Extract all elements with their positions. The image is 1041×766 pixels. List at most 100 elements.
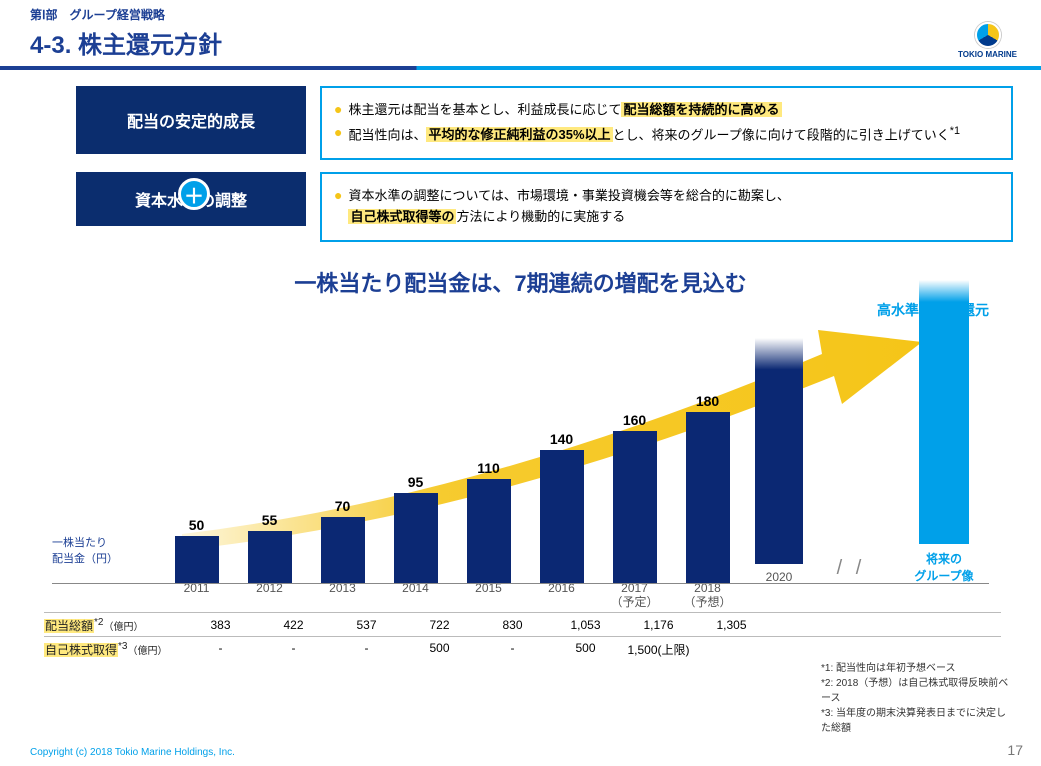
y-axis-l1: 一株当たり bbox=[52, 537, 107, 549]
table-row: 自己株式取得*3（億円） ---500-5001,500(上限) bbox=[44, 636, 1001, 660]
y-axis-l2: 配当金（円） bbox=[52, 553, 118, 565]
table-cell: 383 bbox=[184, 618, 257, 632]
x-tick-label: 2016 bbox=[525, 581, 598, 610]
bar-col: 110 bbox=[452, 460, 525, 584]
year-2020-label: 2020 bbox=[739, 570, 819, 584]
bar-2020-shape bbox=[755, 338, 803, 564]
future-bar-shape bbox=[919, 280, 969, 544]
row1-cells: 3834225377228301,0531,1761,305 bbox=[184, 618, 768, 632]
bar-col: 70 bbox=[306, 498, 379, 584]
table-cell: 1,305 bbox=[695, 618, 768, 632]
policy2-line2-hl: 自己株式取得等の bbox=[348, 209, 456, 224]
bar-shape bbox=[175, 536, 219, 584]
future-column: 将来の グループ像 bbox=[903, 280, 985, 584]
table-row: 配当総額*2（億円） 3834225377228301,0531,1761,30… bbox=[44, 612, 1001, 636]
footnote-2: *2: 2018（予想）は自己株式取得反映前ベース bbox=[821, 676, 1011, 706]
bar-value-label: 110 bbox=[452, 460, 525, 476]
chart-title: 一株当たり配当金は、7期連続の増配を見込む bbox=[0, 266, 1041, 298]
plus-icon: ＋ bbox=[178, 178, 210, 210]
bar-value-label: 55 bbox=[233, 512, 306, 528]
x-tick-label: 2015 bbox=[452, 581, 525, 610]
row2-cells: ---500-5001,500(上限) bbox=[184, 641, 768, 658]
future-group-label: 将来の グループ像 bbox=[903, 550, 985, 584]
bar-shape bbox=[394, 493, 438, 584]
policy2-body: ● 資本水準の調整については、市場環境・事業投資機会等を総合的に勘案し、 自己株… bbox=[320, 172, 1013, 242]
page-title: 4-3. 株主還元方針 bbox=[30, 25, 1041, 60]
row2-unit: （億円） bbox=[127, 646, 167, 657]
table-cell bbox=[695, 641, 768, 658]
bar-group: 50557095110140160180 bbox=[160, 393, 744, 584]
bar-value-label: 95 bbox=[379, 474, 452, 490]
policy2-line1-text: 資本水準の調整については、市場環境・事業投資機会等を総合的に勘案し、 bbox=[348, 188, 789, 203]
policy2-line2-suffix: 方法により機動的に実施する bbox=[456, 209, 625, 224]
table-cell: 1,053 bbox=[549, 618, 622, 632]
bar-col: 180 bbox=[671, 393, 744, 584]
section-label: 第Ⅰ部 グループ経営戦略 bbox=[30, 6, 1041, 23]
table-cell: - bbox=[257, 641, 330, 658]
policy1-line1-prefix: 株主還元は配当を基本とし、利益成長に応じて bbox=[348, 102, 621, 117]
bar-value-label: 50 bbox=[160, 517, 233, 533]
axis-break-icon: / / bbox=[831, 557, 871, 580]
bar-col: 140 bbox=[525, 431, 598, 584]
bar-col: 160 bbox=[598, 412, 671, 584]
row1-unit: （億円） bbox=[103, 622, 143, 633]
policy1-body: ● 株主還元は配当を基本とし、利益成長に応じて配当総額を持続的に高める ● 配当… bbox=[320, 86, 1013, 160]
table-cell: 500 bbox=[549, 641, 622, 658]
bar-value-label: 140 bbox=[525, 431, 598, 447]
bar-shape bbox=[467, 479, 511, 584]
x-tick-label: 2018（予想） bbox=[671, 581, 744, 610]
table-cell: 537 bbox=[330, 618, 403, 632]
y-axis-label: 一株当たり 配当金（円） bbox=[52, 534, 118, 566]
bullet-icon: ● bbox=[334, 100, 342, 120]
x-tick-label: 2011 bbox=[160, 581, 233, 610]
policy-row-1: 配当の安定的成長 ● 株主還元は配当を基本とし、利益成長に応じて配当総額を持続的… bbox=[76, 86, 1041, 160]
table-cell: 500 bbox=[403, 641, 476, 658]
footnote-3: *3: 当年度の期末決算発表日までに決定した総額 bbox=[821, 706, 1011, 736]
x-tick-label: 2014 bbox=[379, 581, 452, 610]
logo-text: TOKIO MARINE bbox=[958, 50, 1017, 59]
policy-row-2: 資本水準の調整 ● 資本水準の調整については、市場環境・事業投資機会等を総合的に… bbox=[76, 172, 1041, 242]
bar-shape bbox=[613, 431, 657, 584]
x-tick-label: 2013 bbox=[306, 581, 379, 610]
policy1-label: 配当の安定的成長 bbox=[76, 86, 306, 154]
policy1-line2-hl: 平均的な修正純利益の35%以上 bbox=[426, 127, 612, 142]
copyright: Copyright (c) 2018 Tokio Marine Holdings… bbox=[30, 747, 235, 758]
table-cell: 722 bbox=[403, 618, 476, 632]
policy1-line2-prefix: 配当性向は、 bbox=[348, 127, 426, 142]
bar-value-label: 160 bbox=[598, 412, 671, 428]
bar-shape bbox=[321, 517, 365, 584]
row2-header: 自己株式取得*3（億円） bbox=[44, 641, 184, 658]
table-cell: 830 bbox=[476, 618, 549, 632]
company-logo: TOKIO MARINE bbox=[958, 22, 1017, 59]
logo-icon bbox=[975, 22, 1001, 48]
payout-table: 配当総額*2（億円） 3834225377228301,0531,1761,30… bbox=[44, 612, 1001, 660]
bar-col: 50 bbox=[160, 517, 233, 584]
chart-baseline bbox=[52, 583, 989, 584]
bar-shape bbox=[248, 531, 292, 584]
x-tick-label: 2017（予定） bbox=[598, 581, 671, 610]
row1-label: 配当総額 bbox=[44, 619, 94, 633]
header-rule bbox=[0, 66, 1041, 70]
bar-shape bbox=[686, 412, 730, 584]
footnote-1: *1: 配当性向は年初予想ベース bbox=[821, 661, 1011, 676]
bar-value-label: 180 bbox=[671, 393, 744, 409]
table-cell: - bbox=[184, 641, 257, 658]
table-cell: - bbox=[476, 641, 549, 658]
bullet-icon: ● bbox=[334, 123, 342, 143]
policy1-line2-suffix: とし、将来のグループ像に向けて段階的に引き上げていく bbox=[613, 127, 950, 142]
policy1-line1: 株主還元は配当を基本とし、利益成長に応じて配当総額を持続的に高める bbox=[348, 100, 781, 121]
bar-col: 55 bbox=[233, 512, 306, 584]
bar-value-label: 70 bbox=[306, 498, 379, 514]
x-axis-labels: 2011201220132014201520162017（予定）2018（予想） bbox=[160, 581, 744, 610]
policy1-line2: 配当性向は、平均的な修正純利益の35%以上とし、将来のグループ像に向けて段階的に… bbox=[348, 123, 960, 146]
table-cell: - bbox=[330, 641, 403, 658]
footnotes: *1: 配当性向は年初予想ベース *2: 2018（予想）は自己株式取得反映前ベ… bbox=[821, 661, 1011, 736]
bar-col: 95 bbox=[379, 474, 452, 584]
dividend-bar-chart: 高水準の株主還元 一株当たり 配当金（円） 505570951101401601… bbox=[52, 308, 989, 608]
table-cell: 1,500(上限) bbox=[622, 641, 695, 658]
row1-header: 配当総額*2（億円） bbox=[44, 617, 184, 634]
page-number: 17 bbox=[1007, 742, 1023, 758]
policy1-line1-hl: 配当総額を持続的に高める bbox=[621, 102, 781, 117]
bar-2020: 2020 bbox=[739, 338, 819, 584]
row2-label: 自己株式取得 bbox=[44, 643, 118, 657]
